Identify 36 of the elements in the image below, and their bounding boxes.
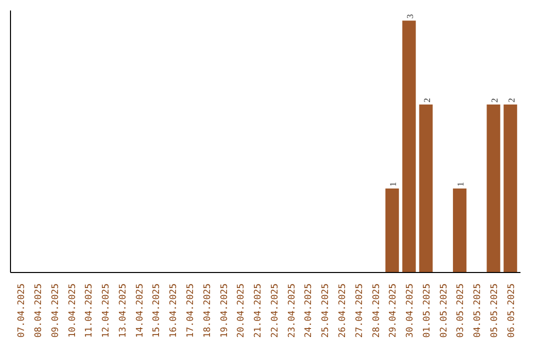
x-tick-label: 20.04.2025 [236, 283, 247, 338]
x-tick-label: 26.04.2025 [338, 283, 348, 338]
x-tick-label: 25.04.2025 [321, 283, 332, 338]
x-tick-label: 28.04.2025 [372, 283, 382, 338]
x-tick-label: 11.04.2025 [84, 283, 95, 338]
x-tick-label: 12.04.2025 [102, 283, 112, 338]
x-tick-label: 29.04.2025 [388, 283, 399, 338]
x-tick-label: 01.05.2025 [422, 283, 432, 338]
x-tick-label: 06.05.2025 [506, 283, 517, 338]
x-tick-label: 13.04.2025 [118, 283, 128, 338]
x-tick-label: 30.04.2025 [406, 283, 416, 338]
x-tick-label: 23.04.2025 [287, 283, 298, 338]
x-tick-label: 15.04.2025 [152, 283, 162, 338]
x-tick-label: 02.05.2025 [439, 283, 450, 338]
x-tick-label: 05.05.2025 [490, 283, 500, 338]
x-tick-label: 27.04.2025 [354, 283, 365, 338]
x-tick-label: 22.04.2025 [270, 283, 280, 338]
x-tick-label: 17.04.2025 [186, 283, 196, 338]
x-tick-label: 10.04.2025 [68, 283, 78, 338]
data-label: 2 [489, 98, 500, 103]
x-tick-label: 08.04.2025 [34, 283, 44, 338]
x-tick-label: 14.04.2025 [135, 283, 146, 338]
x-tick-label: 16.04.2025 [169, 283, 180, 338]
x-tick-label: 09.04.2025 [50, 283, 61, 338]
data-label: 2 [422, 98, 432, 103]
data-label: 1 [388, 182, 398, 187]
x-tick-label: 21.04.2025 [254, 283, 264, 338]
x-tick-label: 24.04.2025 [304, 283, 314, 338]
x-tick-label: 07.04.2025 [17, 283, 28, 338]
x-tick-label: 19.04.2025 [220, 283, 230, 338]
data-label: 1 [456, 182, 466, 187]
x-tick-label: 18.04.2025 [202, 283, 213, 338]
data-label: 3 [405, 14, 416, 19]
data-label: 2 [506, 98, 516, 103]
x-tick-label: 04.05.2025 [473, 283, 484, 338]
x-tick-label: 03.05.2025 [456, 283, 466, 338]
